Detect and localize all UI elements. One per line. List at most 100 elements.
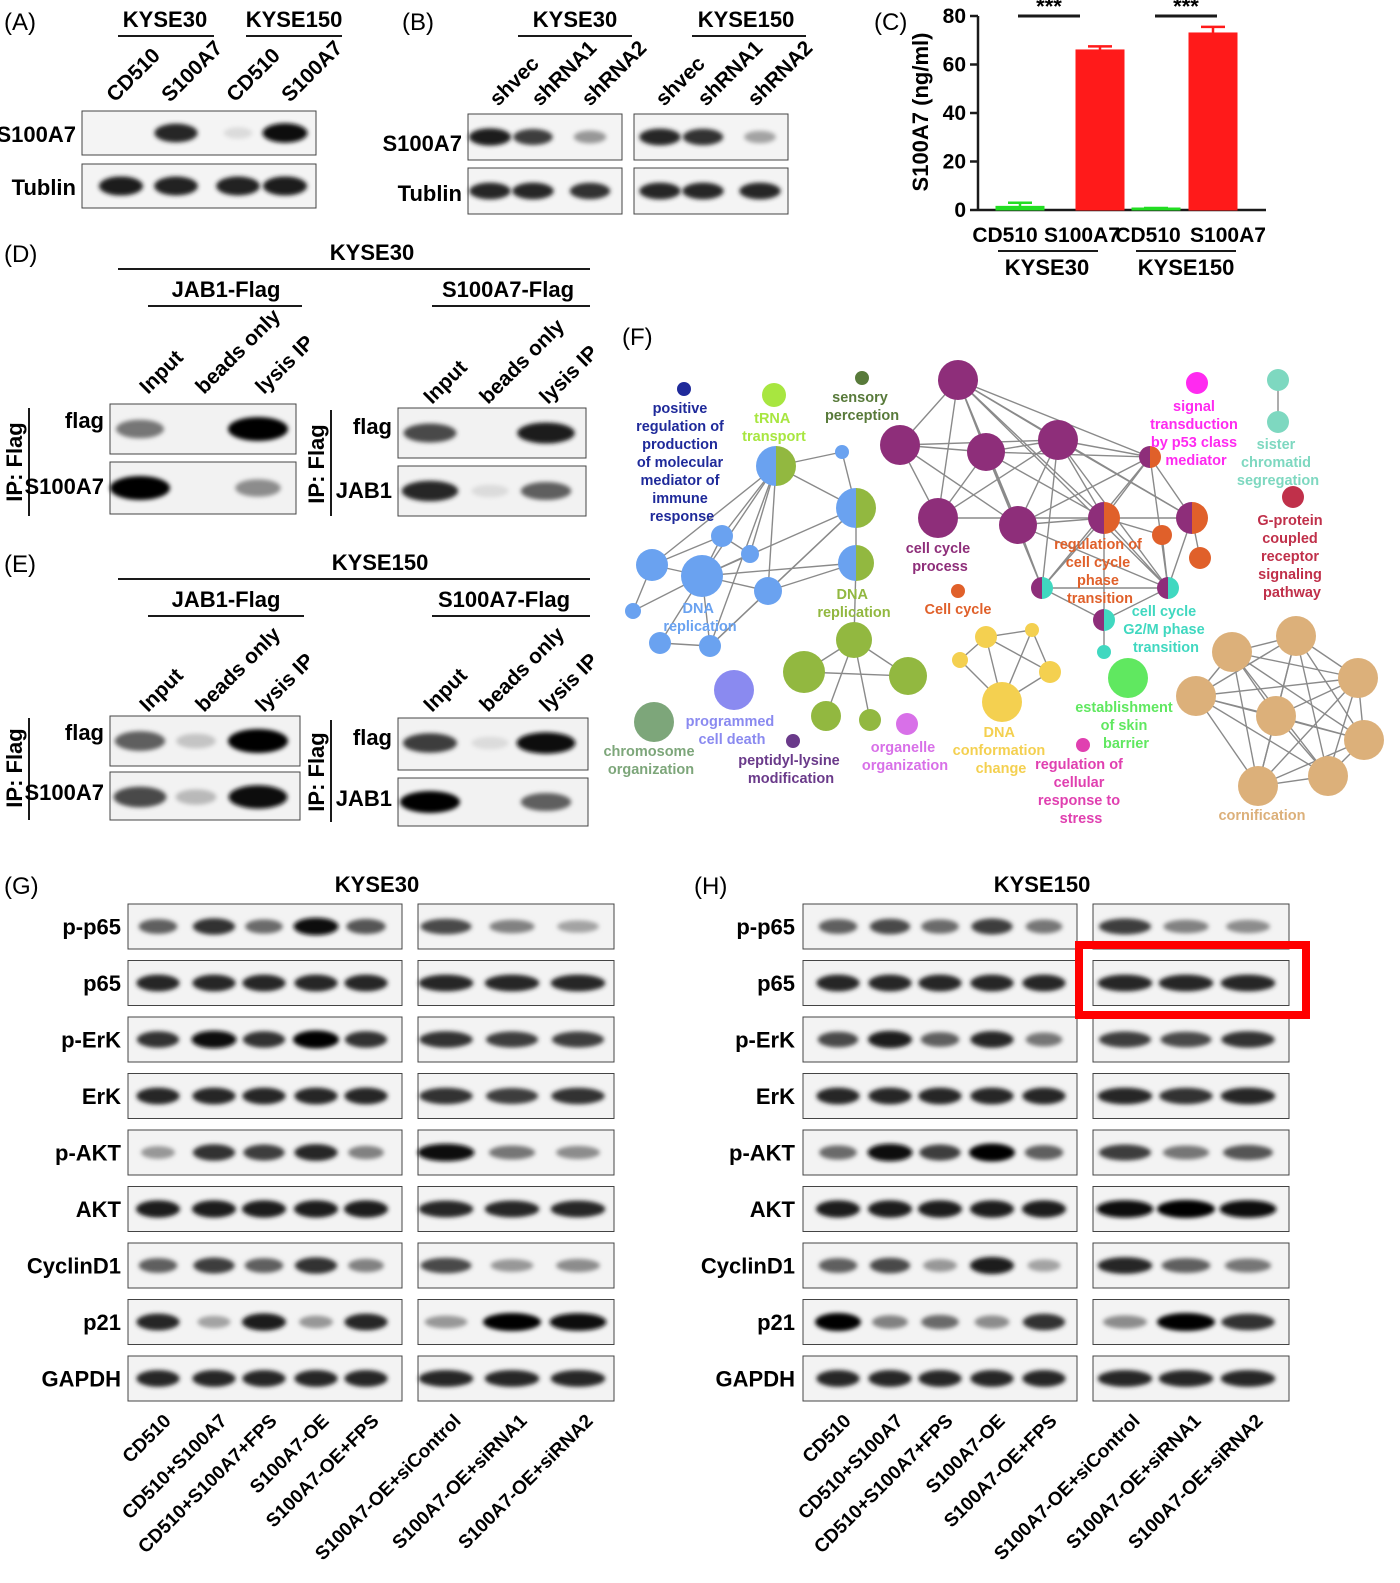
node-orange-2 — [1189, 547, 1211, 569]
band — [243, 1144, 285, 1161]
node-green-5 — [859, 709, 881, 731]
node-blue-2 — [741, 545, 759, 563]
panel-c: (C) S100A7 (ng/ml) 0 20 40 60 80 *** *** CD5… — [874, 0, 1266, 280]
band — [242, 974, 286, 992]
node-tan-8 — [1308, 756, 1348, 796]
panel-h-rows: p-p65 p65 p-ErK ErK p-AKT AKT CyclinD1 p21 GAPDH — [701, 903, 1290, 1402]
panel-e-left-lane-1: Input — [135, 664, 188, 717]
node-split-5b — [1192, 502, 1208, 534]
label-dna-replication-green: DNA replication — [817, 587, 890, 621]
band — [918, 974, 962, 992]
band — [293, 917, 339, 936]
band — [1159, 1087, 1213, 1105]
node-blue-1 — [711, 525, 733, 547]
band — [917, 1200, 963, 1218]
node-yellow-4 — [1039, 661, 1061, 683]
panel-d-left-row-1: flag — [65, 408, 104, 433]
significance-1: *** — [1036, 0, 1062, 19]
band — [971, 918, 1013, 935]
node-orange-1 — [1152, 525, 1172, 545]
node-g-protein — [1282, 486, 1304, 508]
band — [262, 176, 308, 196]
panel-f: (F) — [603, 324, 1384, 827]
panel-a-lane-4: S100A7 — [277, 37, 347, 107]
node-yellow-2 — [1025, 623, 1039, 637]
band — [138, 919, 178, 934]
band — [1097, 974, 1153, 992]
band — [136, 974, 180, 992]
band — [114, 731, 166, 751]
chart-bars — [995, 25, 1238, 211]
band — [348, 1145, 384, 1160]
node-split-2a — [836, 488, 856, 528]
label-dna-replication-blue: DNA replication — [663, 601, 736, 635]
panel-d-right-row-1: flag — [353, 414, 392, 439]
panel-e-right-row-2: JAB1 — [336, 786, 392, 811]
node-purple-3 — [967, 433, 1005, 471]
band — [1158, 1370, 1214, 1387]
band — [569, 182, 611, 200]
band — [819, 1145, 857, 1160]
band — [1220, 1370, 1276, 1387]
blot-row-label: p-ErK — [61, 1028, 121, 1053]
node-split-7b — [1042, 577, 1053, 599]
band — [974, 1315, 1010, 1329]
node-sensory-perception — [855, 371, 869, 385]
band — [471, 736, 509, 750]
node-chromosome-organization — [634, 702, 674, 742]
node-blue-8 — [699, 635, 721, 657]
band — [344, 974, 388, 992]
band — [869, 918, 911, 935]
band — [418, 974, 474, 992]
node-split-5a — [1176, 502, 1192, 534]
band — [550, 1370, 606, 1387]
label-regulation-cell-cycle: regulation of cell cycle phase transitio… — [1054, 537, 1146, 607]
panel-a-tag: (A) — [4, 9, 36, 36]
panel-e-cell-line: KYSE150 — [332, 550, 429, 575]
band — [1163, 919, 1209, 934]
band — [1098, 1144, 1152, 1161]
band — [485, 1031, 539, 1048]
band — [401, 480, 459, 502]
label-chromosome-organization: chromosome organization — [603, 744, 698, 778]
panel-g-rows: p-p65 p65 p-ErK ErK p-AKT AKT CyclinD1 p21 GAPDH — [27, 903, 615, 1402]
band — [483, 1313, 541, 1331]
band — [969, 1256, 1015, 1275]
band — [424, 1315, 468, 1329]
band — [1022, 1313, 1066, 1331]
band — [175, 789, 217, 805]
node-split-8b — [1168, 577, 1179, 599]
band — [816, 1370, 860, 1387]
panel-d-ip-label-left: IP: Flag — [2, 422, 27, 501]
band — [344, 1370, 388, 1387]
band — [1024, 1145, 1064, 1160]
band — [550, 1200, 606, 1218]
node-tan-4 — [1256, 696, 1296, 736]
chart-group-label-2: KYSE150 — [1138, 255, 1235, 280]
node-dna-conformation — [982, 682, 1022, 722]
band — [228, 785, 288, 809]
label-skin-barrier: establishment of skin barrier — [1075, 700, 1177, 752]
panel-g-cell-line: KYSE30 — [335, 872, 419, 897]
band — [471, 484, 509, 498]
label-cell-cycle-process: cell cycle process — [906, 541, 975, 575]
panel-a-group-2: KYSE150 — [246, 7, 343, 32]
band — [551, 1031, 605, 1048]
band — [344, 1313, 388, 1331]
panel-b-bands — [468, 128, 781, 200]
band — [1219, 1200, 1277, 1218]
panel-a-lane-2: S100A7 — [157, 37, 227, 107]
band — [191, 1200, 237, 1218]
node-tan-5 — [1338, 658, 1378, 698]
panel-h-cell-line: KYSE150 — [994, 872, 1091, 897]
blot-row-label: ErK — [756, 1084, 795, 1109]
band — [192, 1144, 236, 1161]
node-split-6a — [1139, 446, 1150, 468]
band — [739, 182, 781, 200]
band — [921, 1314, 959, 1330]
band — [193, 1257, 235, 1274]
band — [1225, 919, 1271, 934]
panel-d-right-row-2: JAB1 — [336, 478, 392, 503]
band — [920, 1032, 960, 1047]
